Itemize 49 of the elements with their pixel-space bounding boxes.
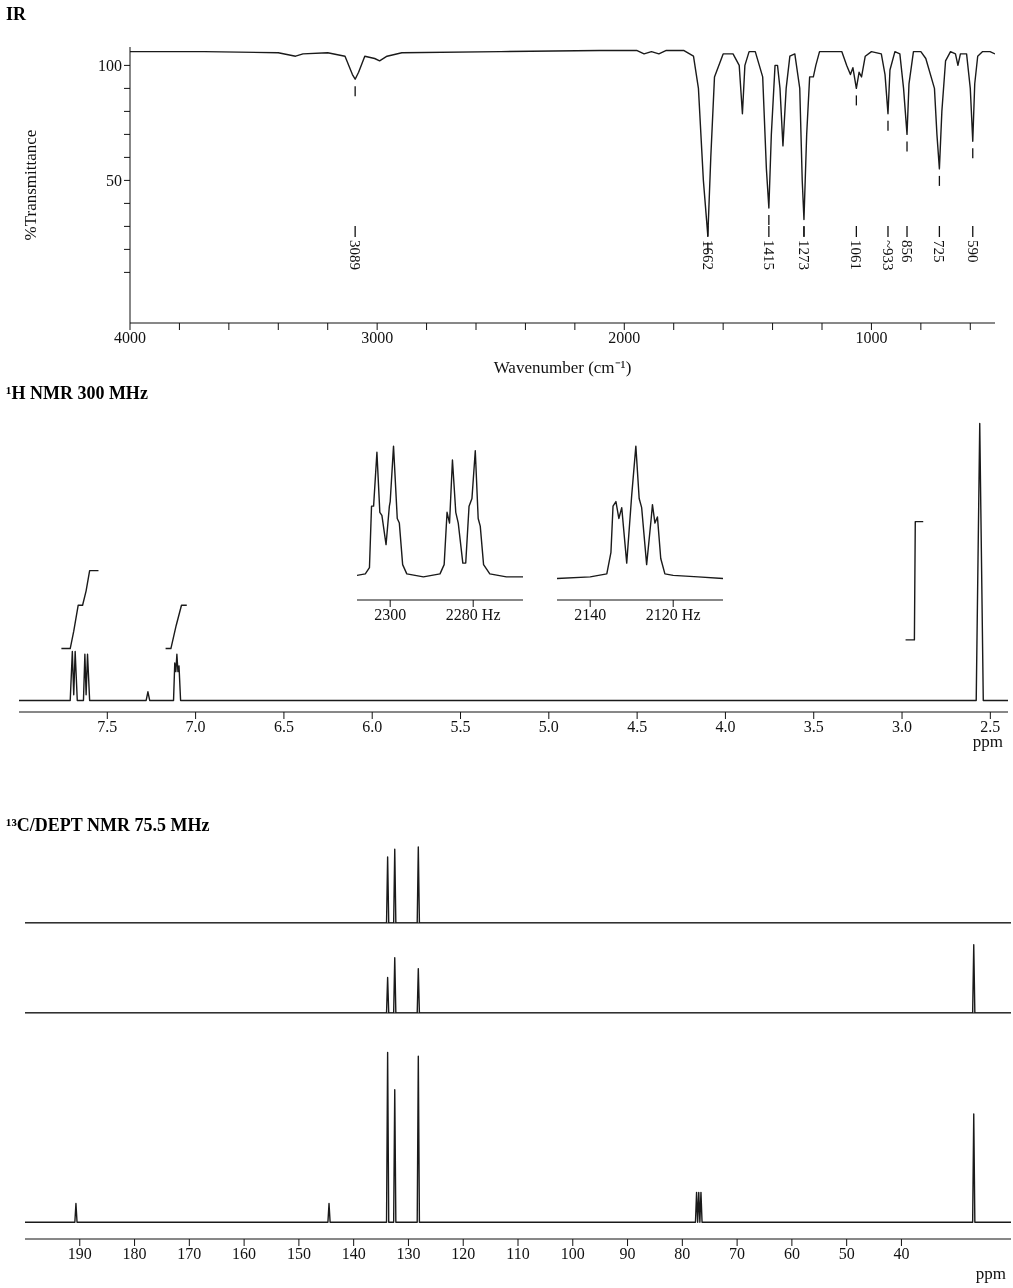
- x-tick-label: 70: [729, 1245, 746, 1263]
- x-tick-label: 100: [560, 1245, 585, 1263]
- x-tick-label: 4.5: [627, 718, 648, 736]
- x-tick-label: 60: [783, 1245, 800, 1263]
- x-tick-label: 170: [177, 1245, 202, 1263]
- x-axis-title: ppm: [975, 1264, 1006, 1283]
- x-tick-label: 3000: [361, 329, 394, 347]
- x-tick-label: 6.0: [362, 718, 383, 736]
- annotation: 1273: [795, 240, 812, 270]
- x-tick-label: 150: [286, 1245, 311, 1263]
- x-tick-label: 2000: [608, 329, 641, 347]
- annotation: 1061: [848, 240, 865, 270]
- annotation: ~933: [879, 240, 896, 271]
- x-tick-label: 5.5: [450, 718, 471, 736]
- x-tick-label: 3.0: [892, 718, 913, 736]
- annotation: 590: [964, 240, 981, 263]
- x-tick-label: 190: [67, 1245, 92, 1263]
- x-tick-label: 130: [396, 1245, 421, 1263]
- x-tick-label: 180: [122, 1245, 147, 1263]
- x-tick-label: 4000: [114, 329, 146, 347]
- annotation: 3089: [347, 240, 364, 270]
- x-tick-label: 140: [341, 1245, 366, 1263]
- annotation: 725: [931, 240, 948, 263]
- chart-title: IR: [5, 4, 27, 26]
- x-tick-label: 120: [451, 1245, 476, 1263]
- x-tick-label: 2120 Hz: [645, 606, 701, 624]
- chart-title: ¹³C/DEPT NMR 75.5 MHz: [5, 815, 211, 837]
- annotation: 856: [899, 240, 916, 263]
- x-tick-label: 2280 Hz: [445, 606, 501, 624]
- x-tick-label: 90: [619, 1245, 636, 1263]
- x-tick-label: 5.0: [538, 718, 559, 736]
- annotation: 1415: [760, 240, 777, 270]
- y-axis-title: %Transmittance: [21, 129, 41, 241]
- x-tick-label: 7.0: [185, 718, 206, 736]
- x-tick-label: 110: [506, 1245, 530, 1263]
- x-tick-label: 7.5: [97, 718, 118, 736]
- x-tick-label: 3.5: [803, 718, 824, 736]
- x-tick-label: 1000: [855, 329, 888, 347]
- x-tick-label: 40: [893, 1245, 910, 1263]
- x-tick-label: 160: [232, 1245, 257, 1263]
- x-tick-label: 6.5: [273, 718, 294, 736]
- x-tick-label: 50: [838, 1245, 855, 1263]
- x-tick-label: 80: [674, 1245, 691, 1263]
- annotation: 1662: [699, 240, 716, 270]
- x-tick-label: 4.0: [715, 718, 736, 736]
- x-tick-label: 2300: [374, 606, 407, 624]
- chart-title: ¹H NMR 300 MHz: [5, 383, 149, 405]
- x-tick-label: 2140: [574, 606, 607, 624]
- x-axis-title: Wavenumber (cm⁻¹): [493, 358, 632, 377]
